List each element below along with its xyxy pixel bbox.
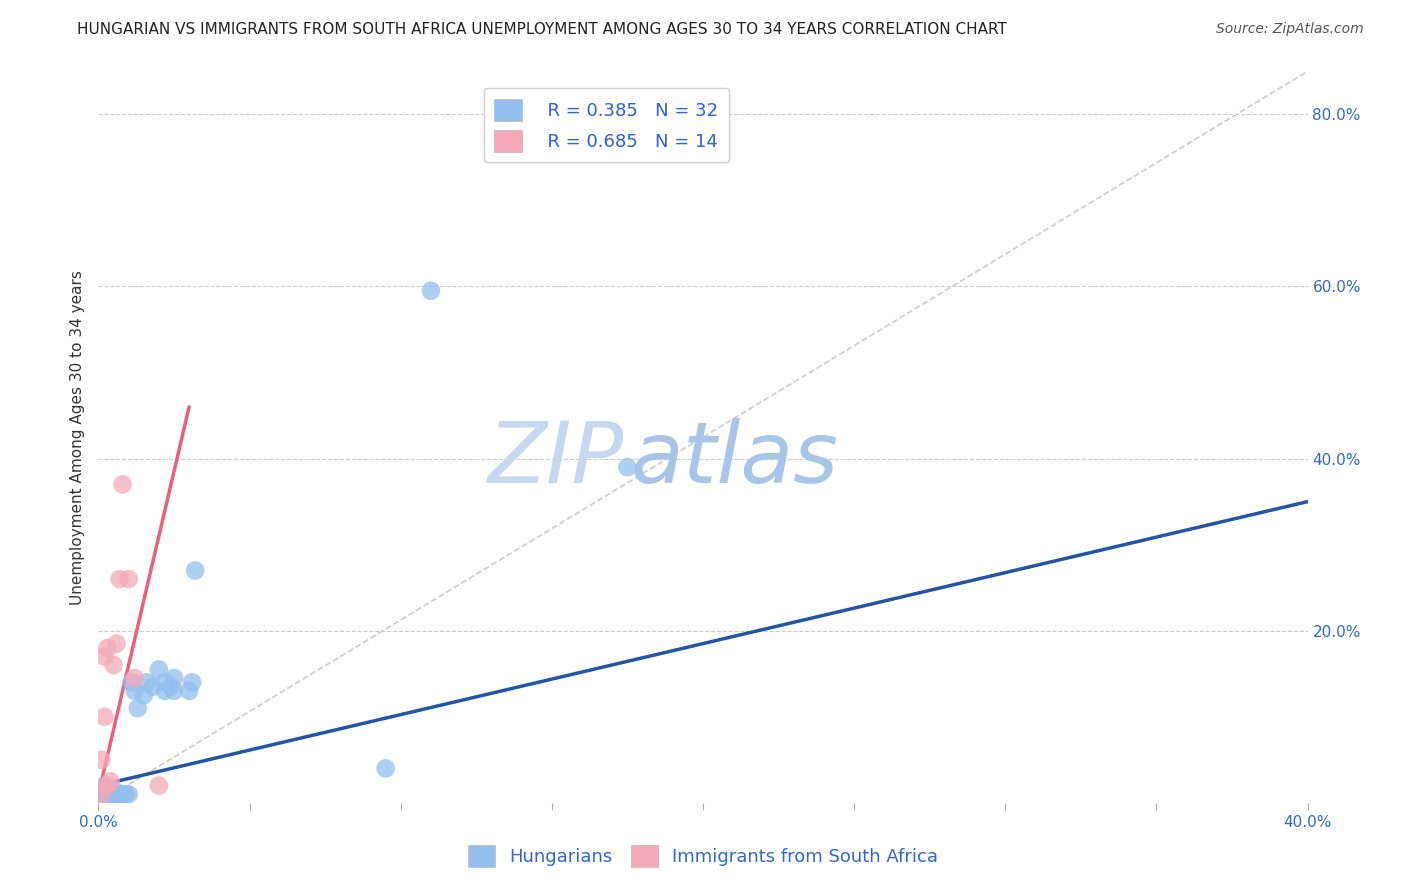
Point — [420, 284, 443, 298]
Text: ZIP: ZIP — [488, 417, 624, 500]
Point — [124, 684, 146, 698]
Point — [179, 684, 201, 698]
Point — [93, 779, 115, 793]
Point — [103, 787, 125, 801]
Point — [153, 684, 176, 698]
Point — [148, 779, 170, 793]
Point — [184, 564, 207, 578]
Legend:   R = 0.385   N = 32,   R = 0.685   N = 14: R = 0.385 N = 32, R = 0.685 N = 14 — [484, 87, 728, 162]
Point — [374, 761, 396, 775]
Point — [108, 787, 131, 801]
Point — [616, 460, 638, 475]
Legend: Hungarians, Immigrants from South Africa: Hungarians, Immigrants from South Africa — [461, 838, 945, 874]
Point — [90, 787, 112, 801]
Point — [127, 701, 149, 715]
Point — [96, 640, 118, 655]
Point — [163, 671, 186, 685]
Point — [118, 572, 141, 586]
Point — [118, 787, 141, 801]
Point — [121, 675, 143, 690]
Point — [105, 637, 128, 651]
Point — [100, 774, 122, 789]
Point — [160, 680, 183, 694]
Point — [181, 675, 204, 690]
Point — [148, 662, 170, 676]
Point — [142, 680, 165, 694]
Point — [114, 787, 136, 801]
Point — [135, 675, 157, 690]
Point — [96, 787, 118, 801]
Y-axis label: Unemployment Among Ages 30 to 34 years: Unemployment Among Ages 30 to 34 years — [69, 269, 84, 605]
Point — [163, 684, 186, 698]
Point — [90, 783, 112, 797]
Point — [105, 787, 128, 801]
Point — [103, 783, 125, 797]
Text: Source: ZipAtlas.com: Source: ZipAtlas.com — [1216, 22, 1364, 37]
Point — [90, 787, 112, 801]
Text: atlas: atlas — [630, 417, 838, 500]
Point — [132, 688, 155, 702]
Point — [108, 572, 131, 586]
Point — [90, 753, 112, 767]
Point — [103, 658, 125, 673]
Point — [124, 671, 146, 685]
Point — [93, 787, 115, 801]
Point — [153, 675, 176, 690]
Point — [111, 787, 134, 801]
Text: HUNGARIAN VS IMMIGRANTS FROM SOUTH AFRICA UNEMPLOYMENT AMONG AGES 30 TO 34 YEARS: HUNGARIAN VS IMMIGRANTS FROM SOUTH AFRIC… — [77, 22, 1007, 37]
Point — [111, 477, 134, 491]
Point — [93, 649, 115, 664]
Point — [100, 787, 122, 801]
Point — [96, 779, 118, 793]
Point — [93, 710, 115, 724]
Point — [96, 783, 118, 797]
